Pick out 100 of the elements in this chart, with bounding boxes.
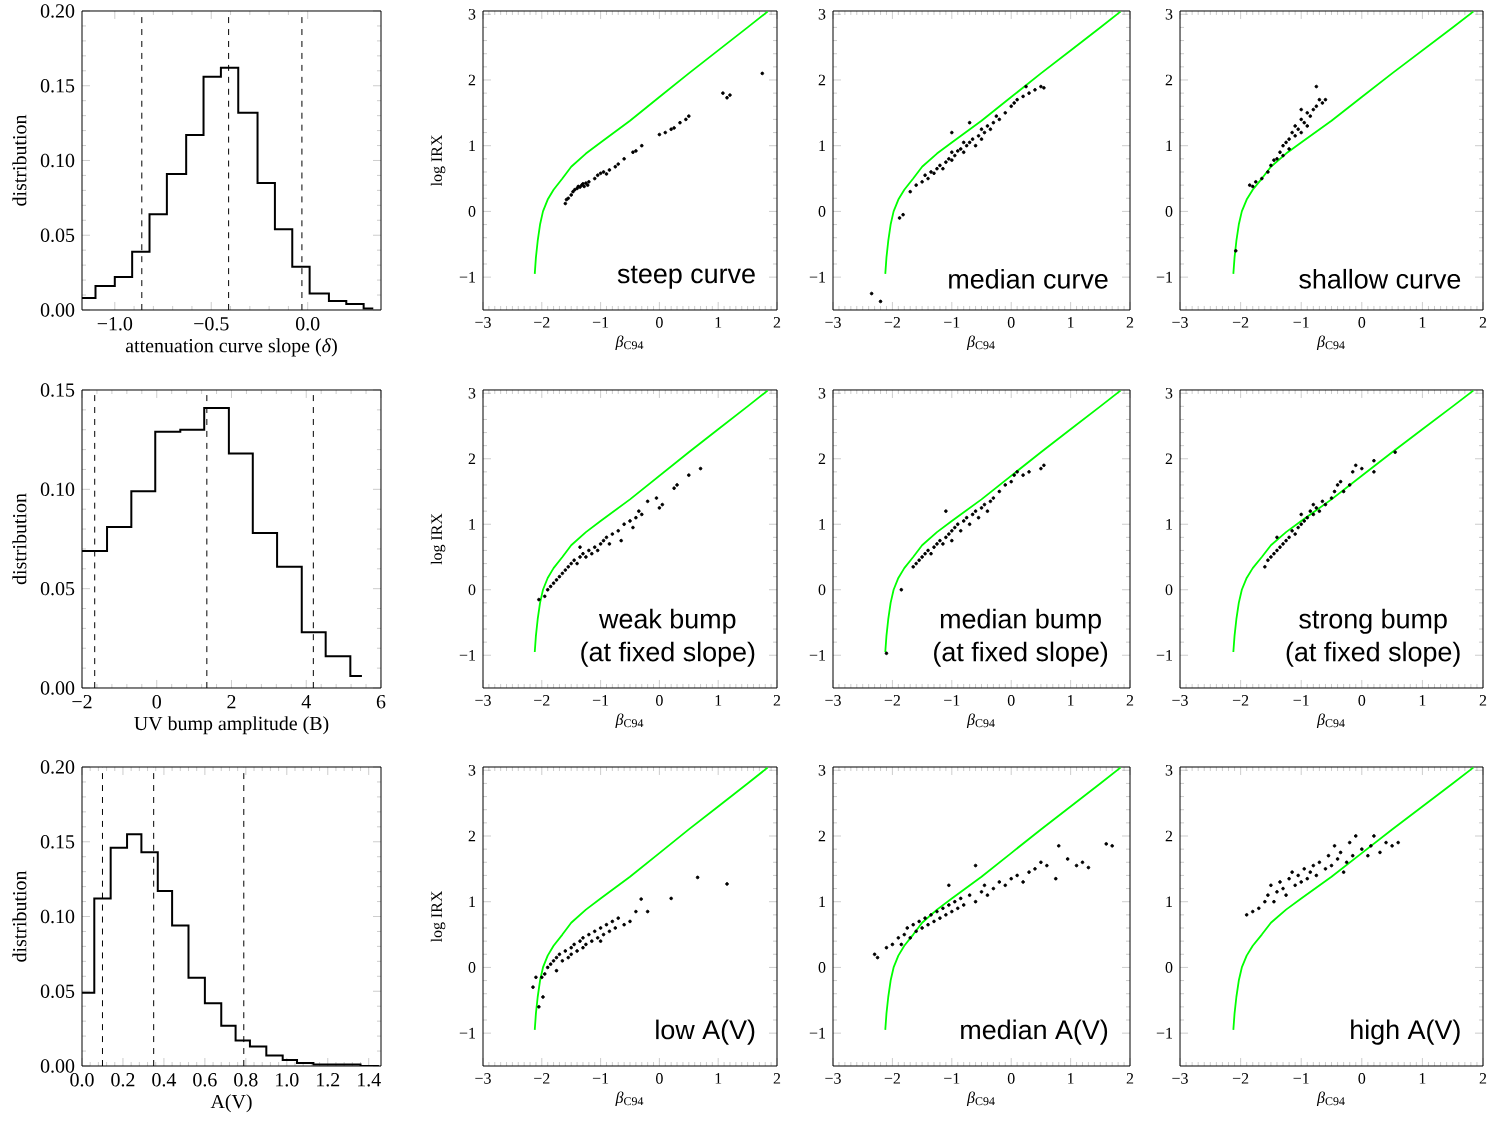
x-tick-label: −1 bbox=[1293, 317, 1309, 328]
x-tick-label: −3 bbox=[825, 1073, 841, 1084]
x-tick-label: 1 bbox=[1068, 317, 1074, 328]
y-tick-label: −1 bbox=[459, 1027, 475, 1039]
y-tick-label: 0.20 bbox=[40, 4, 75, 18]
x-tick-label: −2 bbox=[884, 317, 901, 328]
y-tick-label: 2 bbox=[818, 453, 826, 465]
y-tick-label: 0.10 bbox=[40, 482, 75, 497]
y-tick-label: 0 bbox=[468, 584, 476, 596]
x-tick-label: −1 bbox=[944, 695, 960, 706]
y-tick-label: 2 bbox=[1165, 74, 1173, 86]
annotation: (at fixed slope) bbox=[934, 641, 1108, 667]
y-tick-label: 2 bbox=[1165, 453, 1173, 465]
x-axis-title: β$_{C94}$ bbox=[615, 335, 644, 351]
y-tick-label: 0.20 bbox=[40, 760, 75, 774]
x-tick-label: 0.4 bbox=[152, 1073, 177, 1087]
y-axis-title: distribution bbox=[12, 493, 27, 585]
x-tick-label: −2 bbox=[884, 1073, 901, 1084]
y-tick-label: 0 bbox=[818, 584, 826, 596]
x-tick-label: 0 bbox=[656, 695, 663, 706]
y-axis-title: log IRX bbox=[430, 890, 446, 943]
x-tick-label: 2 bbox=[1126, 1073, 1134, 1084]
x-tick-label: −3 bbox=[825, 317, 841, 328]
y-tick-label: 0.15 bbox=[40, 78, 75, 93]
x-tick-label: 0 bbox=[152, 695, 161, 709]
y-tick-label: 3 bbox=[818, 8, 826, 20]
y-tick-label: −1 bbox=[1156, 271, 1172, 283]
x-tick-label: −0.5 bbox=[194, 317, 229, 331]
x-tick-label: −3 bbox=[475, 695, 491, 706]
x-tick-label: 1 bbox=[1068, 1073, 1074, 1084]
x-tick-label: −3 bbox=[475, 1073, 491, 1084]
x-tick-label: 1.4 bbox=[358, 1073, 381, 1087]
y-tick-label: 3 bbox=[1165, 387, 1173, 399]
x-tick-label: 0.2 bbox=[111, 1073, 135, 1087]
x-tick-label: −2 bbox=[1232, 695, 1249, 706]
y-tick-label: 1 bbox=[819, 518, 825, 530]
x-tick-label: 0.0 bbox=[70, 1073, 94, 1087]
y-tick-label: 0 bbox=[818, 206, 826, 217]
x-tick-label: 1.0 bbox=[276, 1073, 299, 1087]
y-tick-label: 0.10 bbox=[40, 909, 75, 924]
x-tick-label: 0.6 bbox=[193, 1073, 217, 1087]
x-axis-title: β$_{C94}$ bbox=[966, 335, 995, 351]
x-tick-label: 2 bbox=[1126, 695, 1134, 706]
y-tick-label: 3 bbox=[1165, 8, 1173, 20]
annotation: (at fixed slope) bbox=[1286, 641, 1460, 667]
x-tick-label: 0 bbox=[1358, 317, 1366, 328]
y-tick-label: 0.05 bbox=[40, 581, 75, 596]
x-tick-label: 2 bbox=[1479, 1073, 1487, 1084]
y-tick-label: 0.10 bbox=[40, 153, 75, 168]
y-axis-title: distribution bbox=[12, 114, 27, 206]
x-tick-label: −3 bbox=[1172, 695, 1188, 706]
x-tick-label: 2 bbox=[773, 695, 781, 706]
x-axis-title: β$_{C94}$ bbox=[615, 1091, 644, 1107]
x-tick-label: 0 bbox=[656, 317, 663, 328]
y-tick-label: 0.15 bbox=[40, 383, 75, 397]
x-tick-label: −3 bbox=[475, 317, 491, 328]
y-tick-label: 0.05 bbox=[40, 984, 75, 999]
x-axis-title: UV bump amplitude (B) bbox=[134, 716, 329, 735]
y-tick-label: 0 bbox=[818, 962, 826, 973]
y-tick-label: −1 bbox=[459, 649, 475, 661]
y-tick-label: −1 bbox=[1156, 649, 1172, 661]
y-tick-label: 1 bbox=[469, 140, 475, 151]
y-tick-label: 1 bbox=[1166, 896, 1172, 907]
x-tick-label: 1 bbox=[1419, 317, 1426, 328]
x-tick-label: 1 bbox=[715, 1073, 722, 1084]
x-tick-label: 1 bbox=[715, 695, 722, 706]
y-tick-label: −1 bbox=[1156, 1027, 1172, 1039]
y-tick-label: 0 bbox=[1165, 584, 1173, 596]
x-tick-label: 2 bbox=[1126, 317, 1134, 328]
x-tick-label: 1.2 bbox=[317, 1073, 340, 1087]
y-tick-label: 1 bbox=[819, 140, 825, 151]
x-tick-label: 2 bbox=[1479, 695, 1487, 706]
x-tick-label: 2 bbox=[1479, 317, 1487, 328]
x-tick-label: −1 bbox=[944, 317, 960, 328]
y-tick-label: 3 bbox=[1165, 764, 1173, 776]
x-tick-label: 2 bbox=[227, 695, 236, 709]
x-axis-title: β$_{C94}$ bbox=[1316, 335, 1345, 351]
x-axis-title: attenuation curve slope (δ) bbox=[125, 338, 337, 357]
annotation: median bump bbox=[940, 608, 1101, 634]
x-tick-label: −2 bbox=[1232, 317, 1249, 328]
x-axis-title: β$_{C94}$ bbox=[1316, 1091, 1345, 1107]
x-tick-label: 1 bbox=[1419, 695, 1426, 706]
y-axis-title: distribution bbox=[12, 870, 27, 962]
annotation: weak bump bbox=[598, 608, 736, 634]
y-tick-label: 2 bbox=[468, 453, 476, 465]
x-tick-label: 6 bbox=[376, 695, 386, 709]
x-tick-label: 0.8 bbox=[234, 1073, 258, 1087]
x-axis-title: β$_{C94}$ bbox=[615, 713, 644, 729]
y-tick-label: 0.00 bbox=[40, 681, 75, 695]
y-tick-label: −1 bbox=[809, 1027, 825, 1039]
x-tick-label: 1 bbox=[1419, 1073, 1426, 1084]
x-tick-label: −1 bbox=[1293, 695, 1309, 706]
y-tick-label: 3 bbox=[818, 387, 826, 399]
x-tick-label: 0 bbox=[1358, 695, 1366, 706]
x-tick-label: 0 bbox=[1007, 1073, 1015, 1084]
x-tick-label: −1 bbox=[592, 1073, 609, 1084]
x-tick-label: −2 bbox=[534, 1073, 550, 1084]
y-tick-label: 1 bbox=[469, 518, 475, 530]
x-tick-label: −3 bbox=[825, 695, 841, 706]
x-tick-label: 0 bbox=[1007, 317, 1015, 328]
